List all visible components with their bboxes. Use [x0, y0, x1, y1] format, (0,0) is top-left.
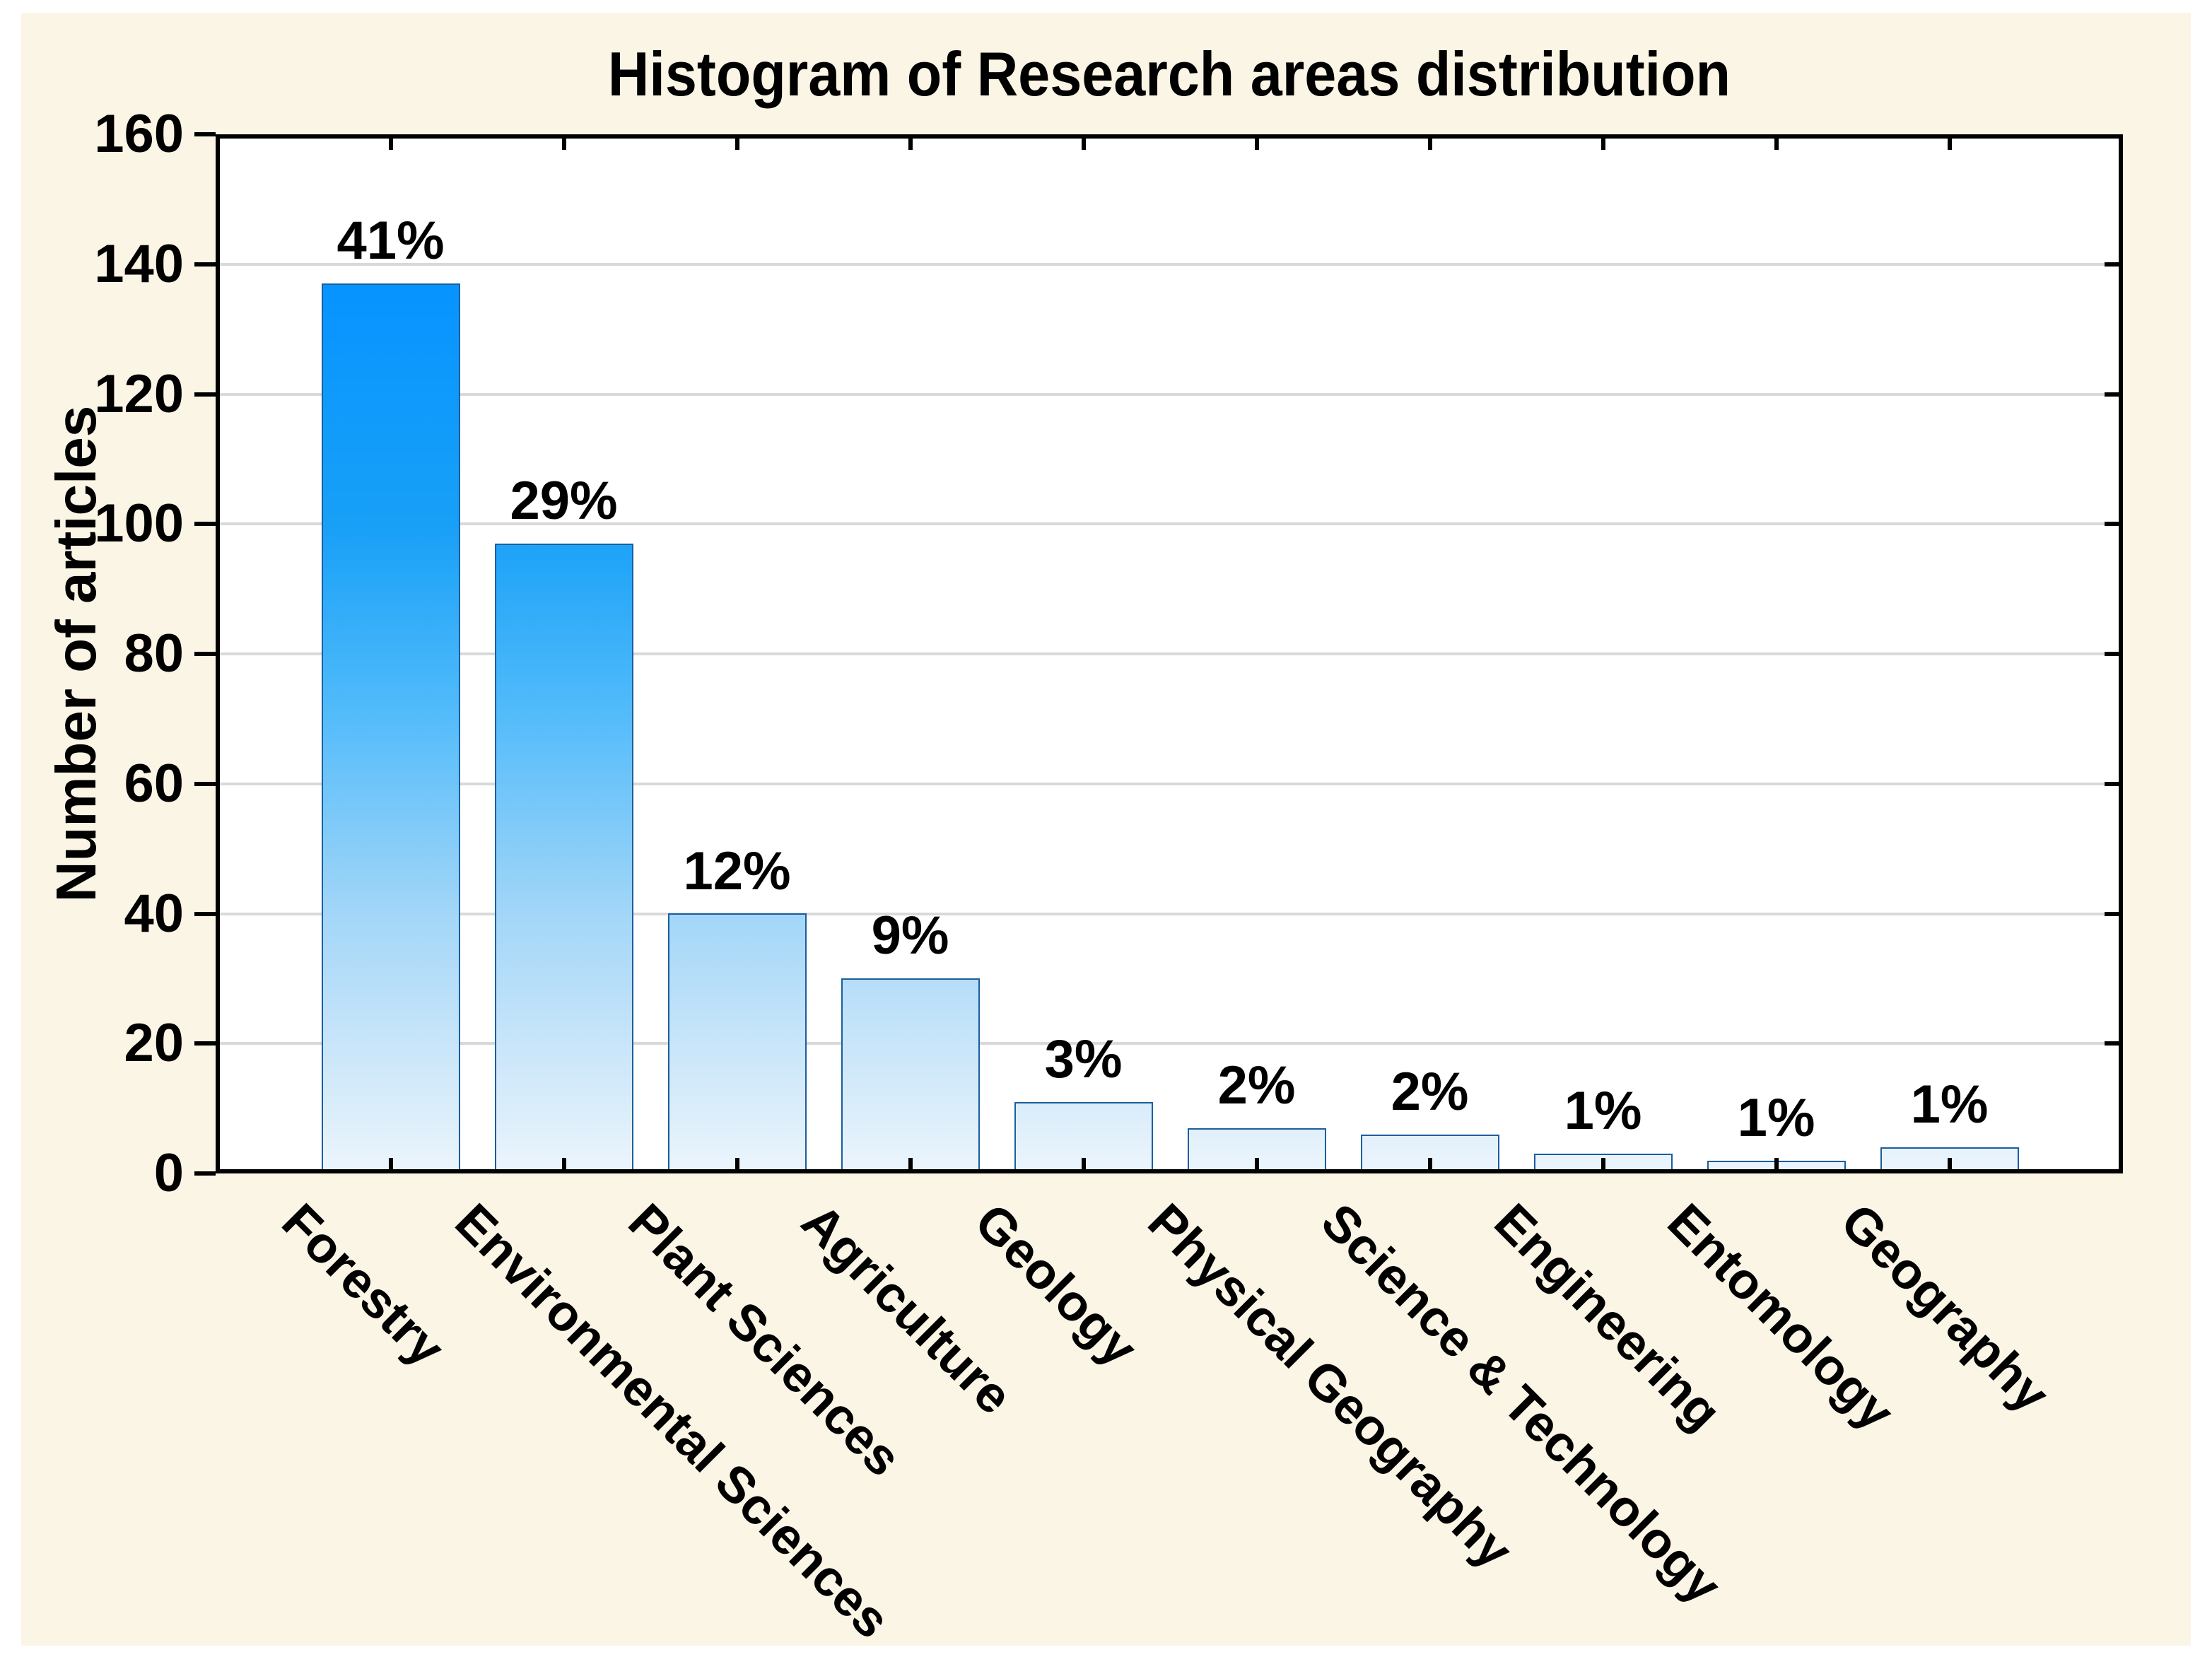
y-tick-right [2105, 1041, 2123, 1046]
y-tick-label: 140 [94, 233, 184, 294]
x-category-label: Forestry [271, 1193, 455, 1378]
y-tick-label: 80 [124, 623, 184, 684]
bar-percent-label: 3% [1044, 1029, 1123, 1089]
y-tick-label: 20 [124, 1013, 184, 1074]
y-tick-label: 160 [94, 104, 184, 164]
page-title: Histogram of Research areas distribution [607, 39, 1731, 109]
x-tick-bottom [1427, 1158, 1432, 1173]
gridline [216, 522, 2123, 526]
y-tick-left [194, 781, 216, 786]
y-tick-left [194, 392, 216, 397]
x-category-label: Geology [964, 1193, 1148, 1378]
x-tick-top [908, 134, 913, 150]
bar-percent-label: 1% [1564, 1081, 1642, 1142]
gridline [216, 392, 2123, 396]
gridline [216, 652, 2123, 655]
bar-percent-label: 29% [510, 470, 618, 531]
x-tick-top [1601, 134, 1605, 150]
y-tick-right [2105, 652, 2123, 656]
y-tick-label: 100 [94, 493, 184, 554]
gridline [216, 782, 2123, 785]
y-tick-left [194, 262, 216, 267]
x-tick-bottom [1601, 1158, 1605, 1173]
bar-percent-label: 12% [683, 841, 791, 901]
y-tick-left [194, 1171, 216, 1176]
x-tick-top [1427, 134, 1432, 150]
x-tick-top [1081, 134, 1086, 150]
x-tick-top [1774, 134, 1779, 150]
x-tick-top [561, 134, 566, 150]
bar-percent-label: 2% [1217, 1055, 1296, 1115]
y-tick-label: 0 [153, 1143, 184, 1203]
plot-area: 41% 29% 12% 9% 3% 2% 2% 1% 1% 1% [216, 134, 2123, 1173]
x-tick-top [1254, 134, 1259, 150]
x-tick-bottom [908, 1158, 913, 1173]
gridline [216, 1042, 2123, 1046]
x-tick-bottom [1947, 1158, 1952, 1173]
y-tick-left [194, 522, 216, 527]
bar-percent-label: 9% [871, 906, 949, 966]
y-tick-right [2105, 262, 2123, 267]
bar [321, 283, 460, 1173]
x-tick-bottom [735, 1158, 739, 1173]
y-tick-left [194, 1041, 216, 1046]
bar-percent-label: 41% [337, 211, 445, 271]
x-tick-top [735, 134, 739, 150]
y-tick-label: 60 [124, 753, 184, 814]
y-tick-label: 120 [94, 363, 184, 424]
bar-percent-label: 1% [1737, 1087, 1815, 1148]
y-tick-label: 40 [124, 883, 184, 944]
y-tick-right [2105, 781, 2123, 786]
x-tick-top [388, 134, 393, 150]
x-tick-top [1947, 134, 1952, 150]
gridline [216, 912, 2123, 915]
gridline [216, 262, 2123, 266]
y-tick-right [2105, 392, 2123, 397]
bar [667, 913, 807, 1173]
chart-panel: Histogram of Research areas distribution… [21, 13, 2191, 1649]
x-tick-bottom [1254, 1158, 1259, 1173]
bar [841, 978, 980, 1173]
y-tick-left [194, 911, 216, 916]
y-tick-right [2105, 522, 2123, 527]
y-tick-right [2105, 911, 2123, 916]
x-tick-bottom [1774, 1158, 1779, 1173]
x-tick-bottom [388, 1158, 393, 1173]
y-tick-left [194, 132, 216, 136]
bar-percent-label: 1% [1910, 1074, 1989, 1135]
bar [494, 544, 633, 1173]
y-tick-left [194, 652, 216, 656]
x-tick-bottom [561, 1158, 566, 1173]
x-tick-bottom [1081, 1158, 1086, 1173]
bar-percent-label: 2% [1391, 1061, 1469, 1122]
